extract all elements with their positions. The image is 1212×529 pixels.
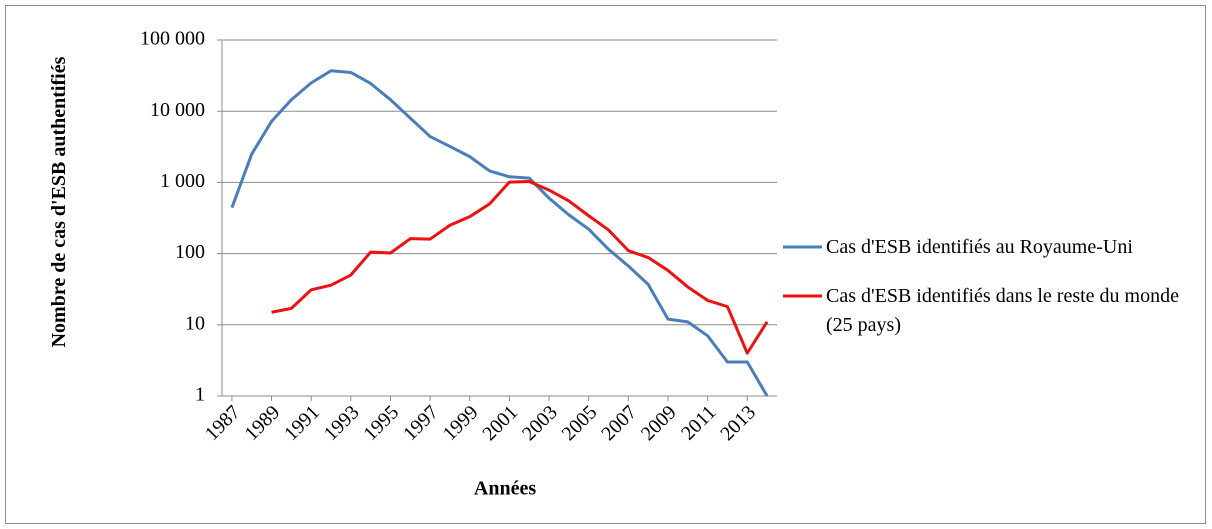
x-tick-label: 1999 bbox=[439, 401, 483, 445]
y-tick-label: 1 000 bbox=[160, 170, 205, 192]
x-tick-label: 2001 bbox=[478, 401, 522, 445]
x-tick-label: 1991 bbox=[280, 401, 324, 445]
y-tick-label: 10 bbox=[185, 312, 205, 334]
x-tick-label: 2005 bbox=[558, 401, 602, 445]
x-tick-label: 2007 bbox=[597, 401, 641, 445]
x-tick-label: 1987 bbox=[201, 401, 245, 445]
legend-label: Cas d'ESB identifiés au Royaume-Uni bbox=[826, 236, 1133, 258]
x-tick-label: 1993 bbox=[320, 401, 364, 445]
series-line bbox=[230, 69, 769, 397]
y-tick-label: 100 000 bbox=[140, 28, 205, 50]
series-line bbox=[271, 179, 769, 355]
chart-border bbox=[5, 5, 1206, 524]
x-tick-label: 1989 bbox=[240, 401, 284, 445]
legend-label: Cas d'ESB identifiés dans le reste du mo… bbox=[826, 285, 1179, 336]
x-tick-label: 2003 bbox=[518, 401, 562, 445]
y-axis-title: Nombre de cas d'ESB authentifiés bbox=[48, 56, 70, 348]
x-tick-label: 2013 bbox=[716, 401, 760, 445]
x-tick-label: 2011 bbox=[677, 401, 720, 444]
y-tick-label: 1 bbox=[195, 384, 205, 406]
x-tick-label: 1997 bbox=[399, 401, 443, 445]
x-tick-label: 2009 bbox=[637, 401, 681, 445]
x-tick-label: 1995 bbox=[359, 401, 403, 445]
y-tick-label: 10 000 bbox=[150, 99, 205, 121]
x-axis-title: Années bbox=[474, 478, 536, 500]
y-tick-label: 100 bbox=[175, 241, 205, 263]
